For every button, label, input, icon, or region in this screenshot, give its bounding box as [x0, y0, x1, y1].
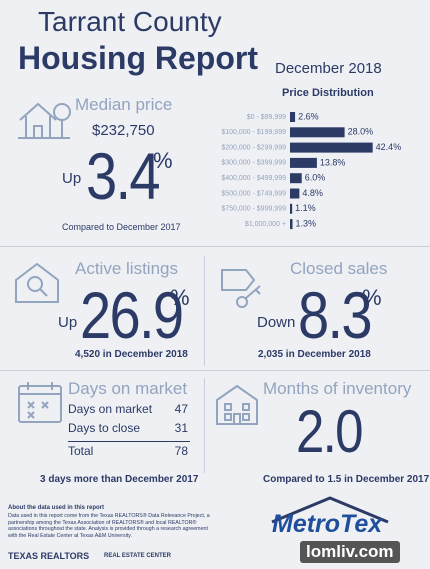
value-label: 13.8%: [320, 157, 346, 167]
value-label: 2.6%: [298, 111, 319, 121]
inventory-value: 2.0: [296, 398, 364, 465]
unit: %: [170, 285, 190, 310]
note: Compared to 1.5 in December 2017: [263, 474, 430, 485]
category-label: $100,000 - $199,999: [221, 129, 286, 136]
value-label: 6.0%: [305, 173, 326, 183]
divider: [204, 378, 205, 473]
divider: [0, 246, 430, 247]
divider: [204, 256, 205, 366]
value-label: 1.1%: [295, 203, 316, 213]
change: 26.9: [80, 278, 184, 352]
about-title: About the data used in this report: [8, 505, 105, 511]
inventory-label: Months of inventory: [263, 379, 412, 398]
dom-row-value: 78: [174, 444, 188, 458]
closed-label: Closed sales: [290, 259, 388, 278]
bar: [290, 127, 345, 138]
about-text: Data used in this report come from the T…: [8, 513, 210, 539]
building-icon: [216, 384, 258, 425]
unit: %: [153, 148, 173, 173]
value-label: 28.0%: [348, 127, 374, 137]
title-line1: Tarrant County: [38, 6, 222, 37]
house-icon: [18, 102, 71, 139]
bar: [290, 203, 293, 214]
bar: [290, 173, 302, 184]
note: 4,520 in December 2018: [75, 349, 188, 360]
total-rule: [68, 441, 190, 442]
category-label: $300,000 - $399,999: [221, 160, 286, 167]
direction: Down: [257, 314, 296, 331]
calendar-icon: [18, 382, 62, 423]
bar: [290, 219, 293, 230]
dom-label: Days on market: [68, 379, 188, 398]
change: 8.3: [298, 278, 373, 352]
compare: Compared to December 2017: [62, 222, 181, 232]
active-label: Active listings: [75, 259, 178, 278]
dom-row-label: Days on market: [68, 402, 153, 416]
direction: Up: [62, 170, 82, 187]
value-label: 42.4%: [376, 142, 402, 152]
category-label: $0 - $99,999: [247, 114, 286, 121]
texas-realtors-logo: TEXAS REALTORS: [8, 551, 90, 561]
rec-logo: REAL ESTATE CENTER: [104, 553, 172, 559]
search-icon: [15, 262, 59, 303]
bar: [290, 142, 373, 153]
category-label: $1,000,000 +: [245, 221, 286, 228]
category-label: $750,000 - $999,999: [221, 206, 286, 213]
category-label: $400,000 - $499,999: [221, 175, 286, 182]
value-label: 4.8%: [302, 188, 323, 198]
dom-row-label: Days to close: [68, 421, 141, 435]
change: 3.4: [86, 139, 161, 213]
divider: [0, 370, 430, 371]
bar: [290, 112, 296, 122]
watermark: lomliv.com: [300, 541, 400, 563]
price-distribution-chart: $0 - $99,999 2.6% $100,000 - $199,999 28.0%…: [221, 111, 402, 230]
median-price: $232,750: [92, 122, 155, 139]
bar: [290, 188, 300, 199]
metrotex-logo: MetroTex: [272, 510, 383, 538]
dom-row-value: 31: [174, 421, 188, 435]
note: 2,035 in December 2018: [258, 349, 371, 360]
category-label: $500,000 - $749,999: [221, 190, 286, 197]
title-line2: Housing Report: [18, 40, 258, 76]
roof-icon: [271, 496, 389, 524]
bar: [290, 157, 317, 168]
category-label: $200,000 - $299,999: [221, 144, 286, 151]
value-label: 1.3%: [296, 218, 317, 228]
keys-icon: [221, 269, 261, 308]
median-label: Median price: [75, 95, 173, 114]
direction: Up: [58, 314, 78, 331]
unit: %: [362, 285, 382, 310]
note: 3 days more than December 2017: [40, 474, 199, 485]
dom-row-label: Total: [68, 444, 94, 458]
distribution-title: Price Distribution: [282, 87, 374, 99]
dom-row-value: 47: [174, 402, 188, 416]
report-date: December 2018: [275, 60, 382, 77]
